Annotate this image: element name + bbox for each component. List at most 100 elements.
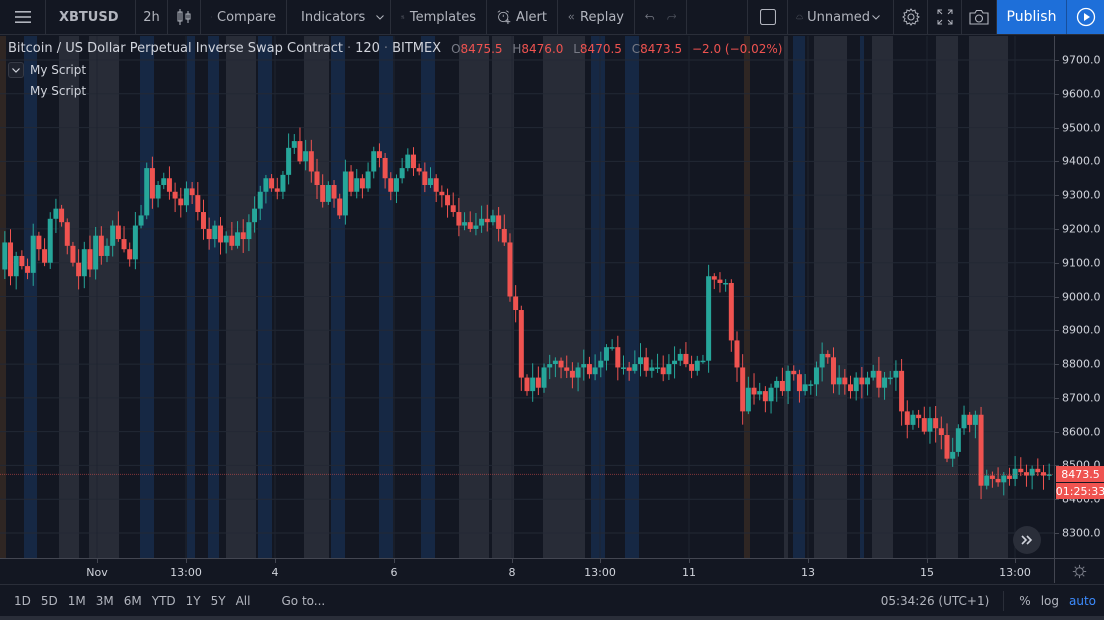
snapshot-button[interactable] — [962, 0, 997, 34]
candle-body — [36, 235, 42, 250]
plus-circle-icon — [211, 16, 212, 18]
interval-button[interactable]: 2h — [136, 0, 168, 34]
range-3m[interactable]: 3M — [95, 593, 114, 608]
symbol-search-button[interactable]: XBTUSD — [46, 0, 136, 34]
candle-body — [257, 191, 263, 209]
replay-button[interactable]: Replay — [558, 0, 635, 34]
candle-body — [337, 198, 343, 216]
time-tick — [600, 559, 601, 563]
goto-button[interactable]: Go to... — [281, 593, 326, 608]
log-toggle[interactable]: log — [1040, 593, 1059, 608]
publish-play-button[interactable] — [1067, 0, 1104, 34]
range-6m[interactable]: 6M — [123, 593, 142, 608]
templates-icon — [401, 15, 405, 19]
chart-pane[interactable]: Bitcoin / US Dollar Perpetual Inverse Sw… — [0, 36, 1054, 558]
auto-toggle[interactable]: auto — [1068, 593, 1096, 608]
price-axis[interactable]: 9700.0 9600.0 9500.0 9400.0 9300.0 9200.0 9100… — [1054, 36, 1104, 558]
candle-body — [626, 367, 632, 371]
chart-type-button[interactable] — [168, 0, 201, 34]
candle-body — [825, 353, 831, 358]
candle-body — [388, 178, 394, 192]
candle-body — [569, 370, 575, 378]
time-label: 13:00 — [999, 566, 1031, 579]
candle-body — [178, 198, 184, 206]
script-legend-row[interactable]: My Script — [8, 62, 86, 78]
range-5y[interactable]: 5Y — [210, 593, 226, 608]
range-1d[interactable]: 1D — [14, 593, 31, 608]
indicators-button[interactable]: Indicators — [287, 0, 369, 34]
percent-toggle[interactable]: % — [1019, 593, 1031, 608]
layout-name-button[interactable]: Unnamed — [788, 0, 872, 34]
candle-body — [757, 391, 763, 395]
layout-name-label: Unnamed — [807, 9, 870, 25]
indicators-dropdown[interactable] — [369, 0, 391, 34]
candle-body — [172, 191, 178, 199]
candle-body — [13, 255, 19, 277]
compare-button[interactable]: Compare — [201, 0, 287, 34]
candle-body — [586, 364, 592, 375]
range-1y[interactable]: 1Y — [185, 593, 201, 608]
gear-icon — [901, 8, 920, 26]
play-circle-icon — [1076, 7, 1095, 27]
candle-body — [93, 235, 99, 270]
collapse-toggle[interactable] — [8, 62, 24, 78]
candle-body — [348, 171, 354, 192]
candle-body — [64, 222, 70, 246]
candle-body — [359, 178, 365, 189]
candle-body — [53, 208, 59, 219]
candle-body — [70, 245, 76, 263]
candles-icon — [177, 9, 191, 25]
scroll-to-realtime-button[interactable] — [1013, 526, 1041, 554]
candle-body — [286, 147, 292, 175]
time-label: Nov — [86, 566, 108, 579]
alert-button[interactable]: Alert — [487, 0, 558, 34]
candle-body — [666, 364, 672, 375]
range-ytd[interactable]: YTD — [151, 593, 176, 608]
low-key: L — [573, 41, 580, 56]
candle-body — [132, 225, 138, 260]
candle-body — [796, 374, 802, 392]
candle-body — [382, 157, 388, 179]
candle-body — [1001, 475, 1007, 483]
candlestick-chart[interactable] — [0, 36, 1054, 558]
candle-body — [110, 225, 116, 246]
open-value: 8475.5 — [460, 41, 503, 56]
candle-body — [25, 266, 31, 273]
range-5d[interactable]: 5D — [40, 593, 58, 608]
fullscreen-button[interactable] — [928, 0, 962, 34]
candle-body — [899, 370, 905, 412]
layout-toggle-button[interactable] — [748, 0, 788, 34]
candle-body — [365, 171, 371, 189]
undo-icon[interactable] — [645, 12, 655, 22]
chevron-down-icon — [872, 14, 880, 20]
price-label: 8800.0 — [1062, 357, 1101, 371]
publish-button[interactable]: Publish — [997, 0, 1067, 34]
candle-body — [291, 141, 297, 148]
candle-body — [592, 367, 598, 375]
candle-body — [331, 185, 337, 199]
redo-icon[interactable] — [666, 12, 677, 22]
templates-button[interactable]: Templates — [391, 0, 487, 34]
settings-button[interactable] — [894, 0, 928, 34]
double-chevron-right-icon — [1021, 535, 1033, 545]
script-legend-row[interactable]: My Script — [30, 84, 86, 98]
layout-dropdown[interactable] — [872, 0, 894, 34]
timezone-clock[interactable]: 05:34:26 (UTC+1) — [881, 590, 1005, 611]
candle-body — [155, 185, 161, 199]
candle-body — [598, 360, 604, 368]
range-1m[interactable]: 1M — [67, 593, 86, 608]
candle-body — [121, 239, 127, 250]
script-label: My Script — [30, 63, 87, 77]
candle-body — [1029, 468, 1035, 476]
symbol-title[interactable]: Bitcoin / US Dollar Perpetual Inverse Sw… — [8, 41, 343, 56]
range-all[interactable]: All — [235, 593, 251, 608]
square-icon — [759, 9, 776, 25]
candle-body — [422, 171, 428, 186]
candle-body — [144, 168, 150, 216]
time-axis[interactable]: Nov 13:00 4 6 8 13:00 11 13 15 13:00 — [0, 558, 1054, 583]
candle-body — [450, 205, 456, 213]
time-tick — [512, 559, 513, 563]
time-label: 15 — [920, 566, 934, 579]
axis-settings-button[interactable] — [1054, 558, 1104, 583]
menu-button[interactable] — [0, 0, 46, 34]
